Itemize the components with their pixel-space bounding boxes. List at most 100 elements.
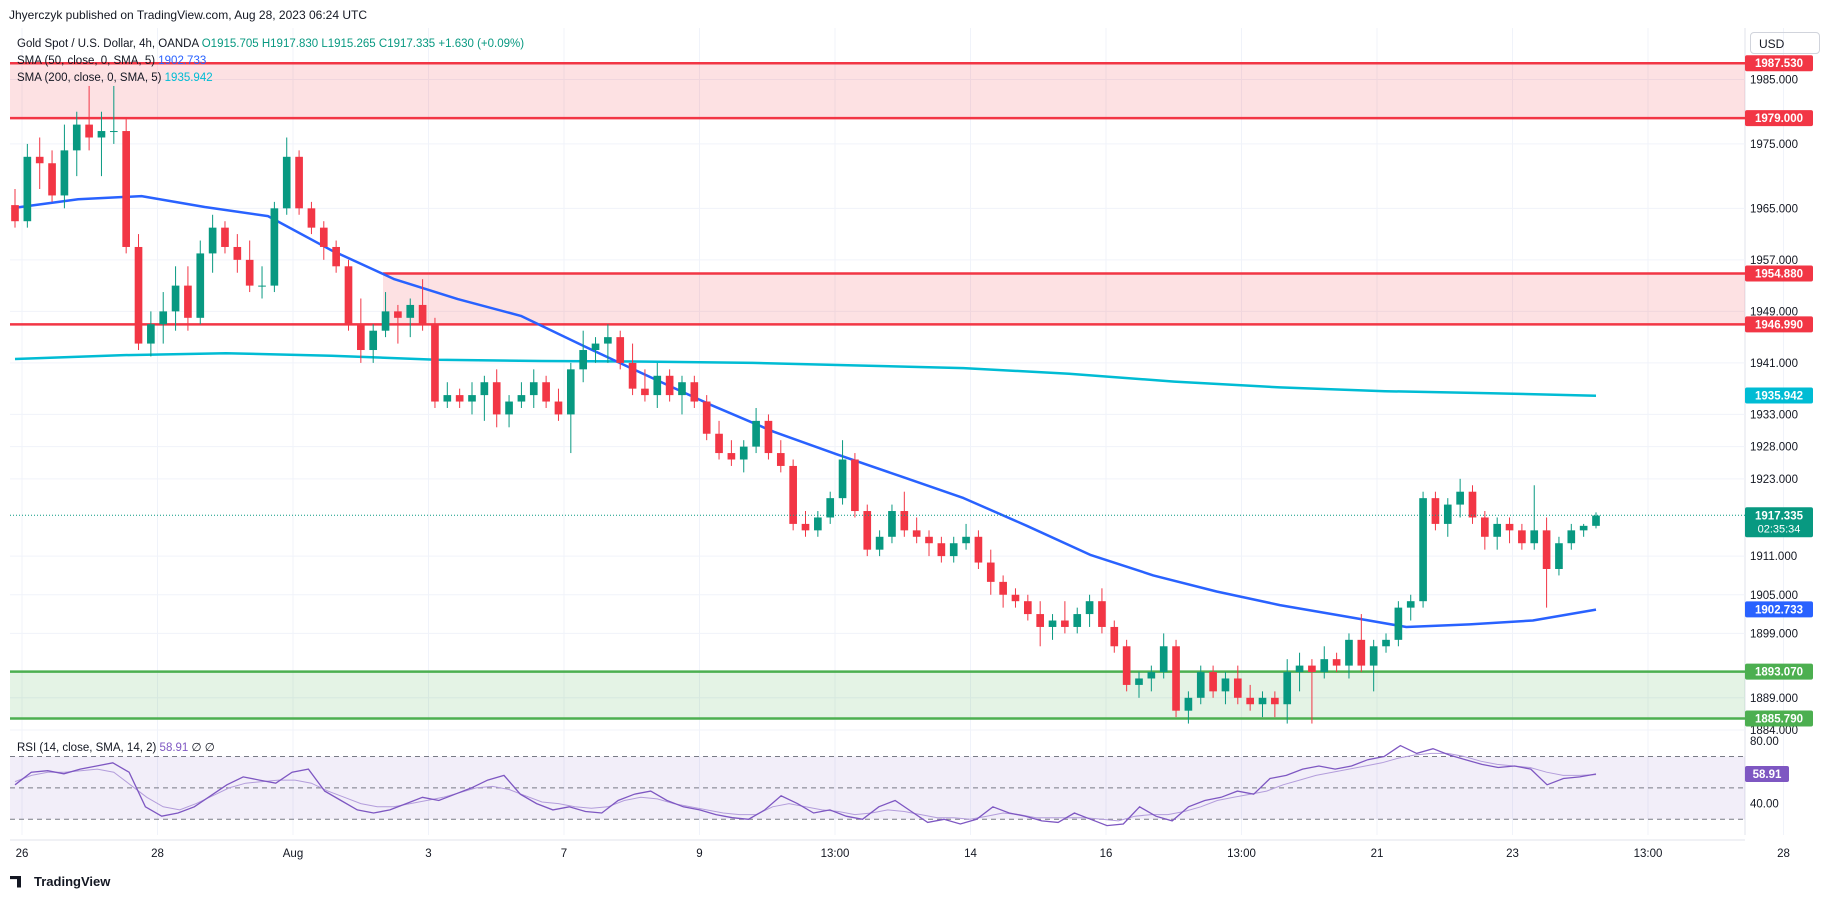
candle-body (1061, 620, 1069, 627)
candle-body (1320, 659, 1329, 673)
candle-body (233, 246, 242, 260)
candle-body (505, 401, 513, 415)
y-tick-label: 1884.000 (1750, 725, 1798, 737)
candle-body (999, 581, 1007, 595)
candle-body (1579, 525, 1588, 531)
sma50-badge-bg (1745, 601, 1813, 618)
candle-body (1098, 601, 1106, 627)
candle-body (566, 369, 575, 415)
rsi-pane (10, 744, 1745, 827)
candle-body (332, 246, 340, 267)
candle-body (665, 375, 674, 396)
zones (10, 61, 1745, 720)
candle-body (678, 382, 686, 396)
candle-body (1592, 515, 1600, 526)
candle-body (35, 156, 44, 164)
candle-body (1493, 523, 1502, 537)
x-tick-label: 23 (1506, 848, 1519, 860)
candle-body (455, 395, 464, 402)
sma200-badge-bg (1745, 387, 1813, 404)
candle-body (1258, 697, 1267, 705)
x-tick-label: 28 (1777, 848, 1790, 860)
x-tick-label: 7 (561, 848, 567, 860)
sma200-layer (14, 351, 1597, 397)
legend-sma50-row[interactable]: SMA (50, close, 0, SMA, 5) 1902.733 (17, 53, 524, 70)
rsi-extra: ∅ ∅ (191, 742, 215, 754)
candle-body (11, 205, 19, 222)
candle-body (579, 350, 588, 370)
rsi-line (14, 744, 1597, 827)
candle-body (1295, 665, 1304, 673)
y-tick-label: 1965.000 (1750, 203, 1798, 215)
candle-body (97, 131, 106, 138)
candle-body (937, 543, 946, 557)
resistance-zone (10, 63, 1745, 119)
candle-body (307, 208, 316, 228)
candle-body (875, 536, 884, 550)
candle-body (1382, 639, 1390, 647)
candle-body (431, 324, 439, 402)
candle-body (196, 253, 205, 318)
candle-body (1110, 626, 1119, 647)
sma50-label: SMA (50, close, 0, SMA, 5) (17, 55, 156, 67)
x-tick-label: 13:00 (1634, 848, 1663, 860)
candle-body (900, 511, 909, 531)
rsi-badge-bg (1745, 765, 1789, 782)
price-badge-bg (1745, 110, 1813, 127)
price-badge-label: 1893.070 (1755, 667, 1803, 679)
candle-body (1369, 646, 1378, 666)
candle-body (1406, 601, 1415, 608)
price-badge-label: 1946.990 (1755, 319, 1803, 331)
tradingview-logo[interactable]: TradingView (10, 874, 110, 889)
y-tick-label: 1923.000 (1750, 474, 1798, 486)
candle-body (739, 446, 748, 460)
candle-body (282, 156, 291, 209)
x-tick-label: 21 (1371, 848, 1384, 860)
y-tick-label: 1949.000 (1750, 306, 1798, 318)
rsi-label: RSI (14, close, SMA, 14, 2) (17, 742, 157, 754)
candle-body (517, 395, 526, 402)
candle-body (109, 131, 118, 133)
sma50-line (14, 194, 1597, 629)
currency-selector[interactable]: USD (1750, 32, 1820, 54)
candle-body (1172, 646, 1180, 711)
symbol-name: Gold Spot / U.S. Dollar, 4h, OANDA (17, 38, 199, 50)
candle-body (653, 375, 662, 396)
candle-body (628, 362, 637, 389)
candle-body (1542, 530, 1551, 569)
candle-body (529, 382, 538, 396)
candle-body (369, 330, 378, 351)
legend-sma200-row[interactable]: SMA (200, close, 0, SMA, 5) 1935.942 (17, 70, 524, 87)
candle-body (690, 382, 699, 402)
candle-body (888, 511, 896, 537)
x-tick-label: 16 (1100, 848, 1113, 860)
publish-info: Jhyerczyk published on TradingView.com, … (9, 8, 367, 22)
x-tick-label: 3 (425, 848, 431, 860)
candle-body (949, 543, 958, 557)
candle-body (1147, 672, 1156, 679)
candle-body (962, 536, 970, 544)
price-badge-label: 1954.880 (1755, 269, 1803, 281)
rsi-legend[interactable]: RSI (14, close, SMA, 14, 2) 58.91 ∅ ∅ (17, 740, 215, 754)
price-axis[interactable]: 1985.000 1975.000 1965.000 1957.000 1949.000… (1745, 55, 1813, 811)
candle-body (443, 395, 452, 402)
candle-body (727, 453, 736, 460)
candle-body (1419, 498, 1427, 602)
candle-body (925, 536, 933, 544)
candle-body (258, 285, 266, 287)
countdown-label: 02:35:34 (1758, 523, 1801, 535)
rsi-tick-label: 40.00 (1750, 799, 1779, 811)
rsi-value: 58.91 (159, 742, 189, 754)
legend-symbol-row[interactable]: Gold Spot / U.S. Dollar, 4h, OANDA O1915… (17, 36, 524, 53)
x-tick-label: 14 (964, 848, 977, 860)
candle-body (1036, 614, 1045, 627)
candle-body (1530, 530, 1539, 544)
resistance-zone (383, 273, 1745, 325)
candle-body (1159, 646, 1168, 673)
candle-body (1271, 697, 1279, 705)
candle-body (357, 324, 365, 351)
candle-body (492, 382, 501, 415)
sma50-layer (14, 194, 1597, 629)
